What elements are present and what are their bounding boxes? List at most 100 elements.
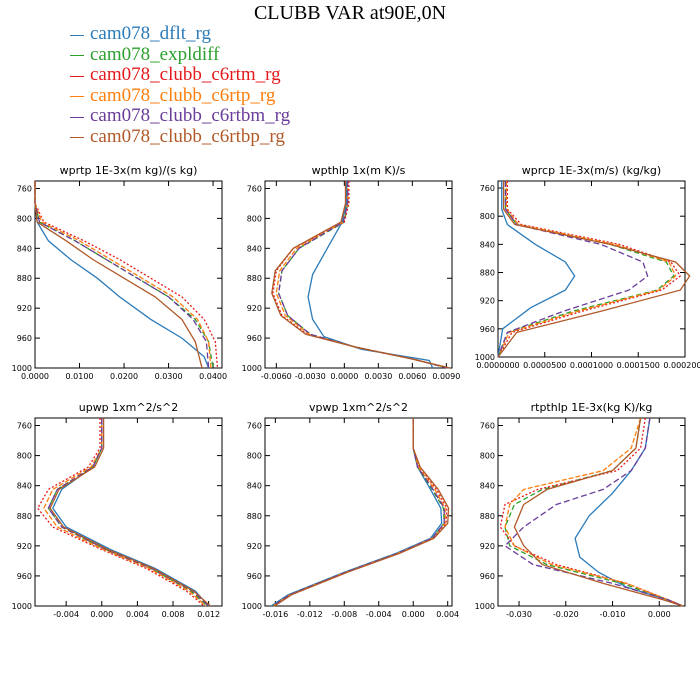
y-tick-label: 920 — [247, 304, 262, 313]
series-line — [47, 418, 210, 607]
series-line — [497, 181, 675, 358]
y-tick-label: 880 — [247, 274, 262, 283]
chart-panel: wprtp 1E-3x(m kg)/(s kg) 760 800 840 880 920 9… — [12, 164, 227, 381]
x-tick-label: -0.012 — [297, 610, 323, 619]
series-line — [47, 418, 208, 607]
series-line — [43, 418, 207, 607]
series-line — [275, 181, 449, 369]
series-line — [52, 418, 210, 607]
legend-item: cam078_clubb_c6rtbm_rg — [70, 105, 291, 127]
y-tick-label: 800 — [480, 212, 495, 221]
y-tick-label: 1000 — [475, 353, 495, 362]
legend-swatch — [70, 75, 84, 77]
y-tick-label: 800 — [17, 452, 32, 461]
plot-frame — [34, 417, 223, 607]
series-line — [271, 181, 450, 369]
legend-label: cam078_expldiff — [90, 43, 220, 65]
legend-swatch — [70, 55, 84, 57]
series-line — [34, 181, 210, 369]
y-tick-label: 840 — [247, 482, 262, 491]
y-tick-label: 760 — [480, 184, 495, 193]
x-tick-label: 0.012 — [197, 610, 220, 619]
chart-title: wprtp 1E-3x(m kg)/(s kg) — [60, 164, 198, 177]
legend-item: cam078_clubb_c6rtp_rg — [70, 84, 290, 107]
legend-label: cam078_clubb_c6rtbm_rg — [90, 105, 291, 126]
y-tick-label: 800 — [247, 214, 262, 223]
series-line — [49, 418, 211, 607]
legend-swatch — [70, 116, 84, 118]
series-line — [272, 418, 446, 607]
series-line — [274, 418, 450, 607]
y-tick-label: 960 — [17, 334, 32, 343]
chart-title: vpwp 1xm^2/s^2 — [309, 401, 408, 414]
chart-title: wprcp 1E-3x(m/s) (kg/kg) — [522, 164, 661, 177]
x-tick-label: 0.0200 — [110, 372, 138, 381]
y-tick-label: 880 — [247, 512, 262, 521]
y-tick-label: 1000 — [12, 364, 32, 373]
legend-label: cam078_clubb_c6rtm_rg — [90, 64, 281, 85]
figure-title: CLUBB VAR at90E,0N — [253, 2, 447, 24]
x-tick-label: 0.0002000 — [663, 361, 700, 370]
plot-frame — [34, 180, 223, 369]
y-tick-label: 960 — [247, 334, 262, 343]
series-line — [497, 181, 677, 358]
x-tick-label: -0.004 — [366, 610, 392, 619]
series-line — [34, 181, 212, 369]
series-line — [272, 181, 450, 369]
chart-title: rtpthlp 1E-3x(kg K)/kg — [531, 401, 653, 414]
x-tick-label: -0.0060 — [261, 372, 292, 381]
legend-item: cam078_dflt_rg — [70, 23, 290, 45]
series-line — [272, 418, 445, 607]
y-tick-label: 840 — [247, 244, 262, 253]
y-tick-label: 800 — [247, 452, 262, 461]
series-line — [34, 181, 203, 369]
x-tick-label: 0.0000 — [21, 372, 49, 381]
x-tick-label: 0.0100 — [66, 372, 94, 381]
y-tick-label: 1000 — [242, 364, 262, 373]
y-tick-label: 880 — [480, 269, 495, 278]
y-tick-label: 960 — [480, 572, 495, 581]
y-tick-label: 920 — [480, 542, 495, 551]
x-tick-label: 0.0000 — [330, 372, 358, 381]
x-tick-label: 0.000 — [402, 610, 425, 619]
y-tick-label: 840 — [480, 482, 495, 491]
x-tick-label: 0.0060 — [398, 372, 426, 381]
chart-panel: vpwp 1xm^2/s^27608008408809209601000-0.0… — [242, 401, 460, 619]
y-tick-label: 880 — [17, 274, 32, 283]
series-line — [277, 181, 448, 369]
x-tick-label: 0.004 — [126, 610, 149, 619]
legend-item: cam078_expldiff — [70, 43, 290, 66]
legend-label: cam078_clubb_c6rtp_rg — [90, 84, 276, 106]
y-tick-label: 760 — [247, 184, 262, 193]
series-line — [272, 418, 445, 607]
x-tick-label: 0.0001500 — [617, 361, 660, 370]
series-line — [277, 181, 449, 369]
x-tick-label: 0.0300 — [155, 372, 183, 381]
y-tick-label: 880 — [17, 512, 32, 521]
y-tick-label: 800 — [17, 214, 32, 223]
series-line — [497, 181, 691, 358]
series-line — [34, 181, 210, 369]
legend-item: cam078_clubb_c6rtbp_rg — [70, 125, 290, 148]
legend-item: cam078_clubb_c6rtm_rg — [70, 64, 290, 86]
y-tick-label: 840 — [480, 240, 495, 249]
series-line — [36, 418, 205, 607]
chart-panel: rtpthlp 1E-3x(kg K)/kg 760 800 840 880 920 960… — [475, 401, 686, 619]
x-tick-label: 0.000 — [90, 610, 113, 619]
y-tick-label: 960 — [247, 572, 262, 581]
x-tick-label: -0.010 — [600, 610, 626, 619]
plot-frame — [497, 417, 686, 607]
y-tick-label: 960 — [17, 572, 32, 581]
y-tick-label: 920 — [17, 542, 32, 551]
series-line — [504, 417, 683, 607]
x-tick-label: -0.030 — [506, 610, 532, 619]
legend-label: cam078_clubb_c6rtbp_rg — [90, 125, 285, 147]
legend-swatch — [70, 137, 84, 139]
x-tick-label: 0.0000000 — [476, 361, 519, 370]
chart-title: wpthlp 1x(m K)/s — [312, 164, 406, 177]
legend: cam078_dflt_rg cam078_expldiff cam078_cl… — [70, 23, 291, 148]
y-tick-label: 760 — [480, 422, 495, 431]
chart-panel: upwp 1xm^2/s^2 760 800 840 880 920 960 1000 -0.0… — [12, 401, 223, 619]
chart-title: upwp 1xm^2/s^2 — [79, 401, 179, 414]
